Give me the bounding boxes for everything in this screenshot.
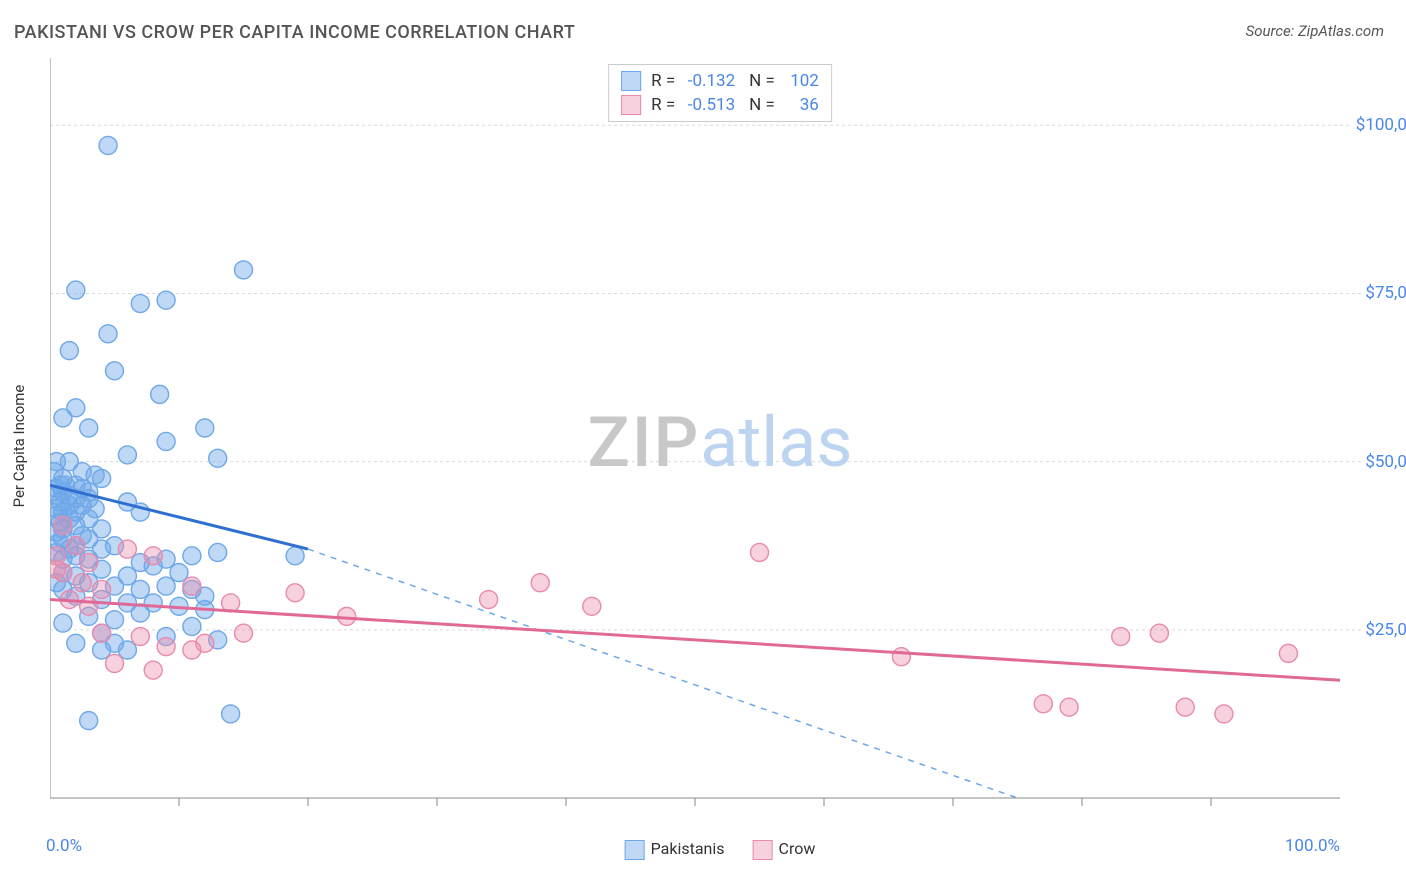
y-axis-label: Per Capita Income (10, 385, 28, 508)
source-attribution: Source: ZipAtlas.com (1246, 22, 1384, 40)
chart-title: PAKISTANI VS CROW PER CAPITA INCOME CORR… (14, 22, 575, 43)
correlation-stats: R = -0.132 N = 102 R = -0.513 N = 36 (608, 64, 832, 122)
scatter-chart: ZIPatlas R = -0.132 N = 102 R = -0.513 N… (50, 58, 1390, 828)
stat-r-label: R = (651, 71, 675, 91)
stat-n-label: N = (749, 71, 775, 91)
stat-r-value-1: -0.513 (679, 95, 735, 115)
stat-n-value-0: 102 (779, 71, 819, 91)
legend-item-1: Crow (753, 839, 816, 860)
y-tick-label: $75,000 (1361, 283, 1406, 303)
chart-svg (50, 58, 1390, 828)
legend-swatch-1 (753, 840, 773, 860)
stat-row-1: R = -0.513 N = 36 (621, 93, 819, 117)
legend-label-0: Pakistanis (651, 839, 725, 858)
y-tick-label: $100,000 (1352, 115, 1406, 135)
stat-r-value-0: -0.132 (679, 71, 735, 91)
stat-swatch-1 (621, 95, 641, 115)
legend: Pakistanis Crow (625, 839, 816, 860)
stat-swatch-0 (621, 71, 641, 91)
legend-label-1: Crow (779, 839, 816, 858)
legend-swatch-0 (625, 840, 645, 860)
stat-n-value-1: 36 (779, 95, 819, 115)
y-tick-label: $50,000 (1361, 452, 1406, 472)
y-tick-label: $25,000 (1361, 620, 1406, 640)
stat-r-label: R = (651, 95, 675, 115)
stat-n-label: N = (749, 95, 775, 115)
x-min-label: 0.0% (46, 836, 82, 856)
legend-item-0: Pakistanis (625, 839, 725, 860)
stat-row-0: R = -0.132 N = 102 (621, 69, 819, 93)
x-max-label: 100.0% (1285, 836, 1340, 856)
